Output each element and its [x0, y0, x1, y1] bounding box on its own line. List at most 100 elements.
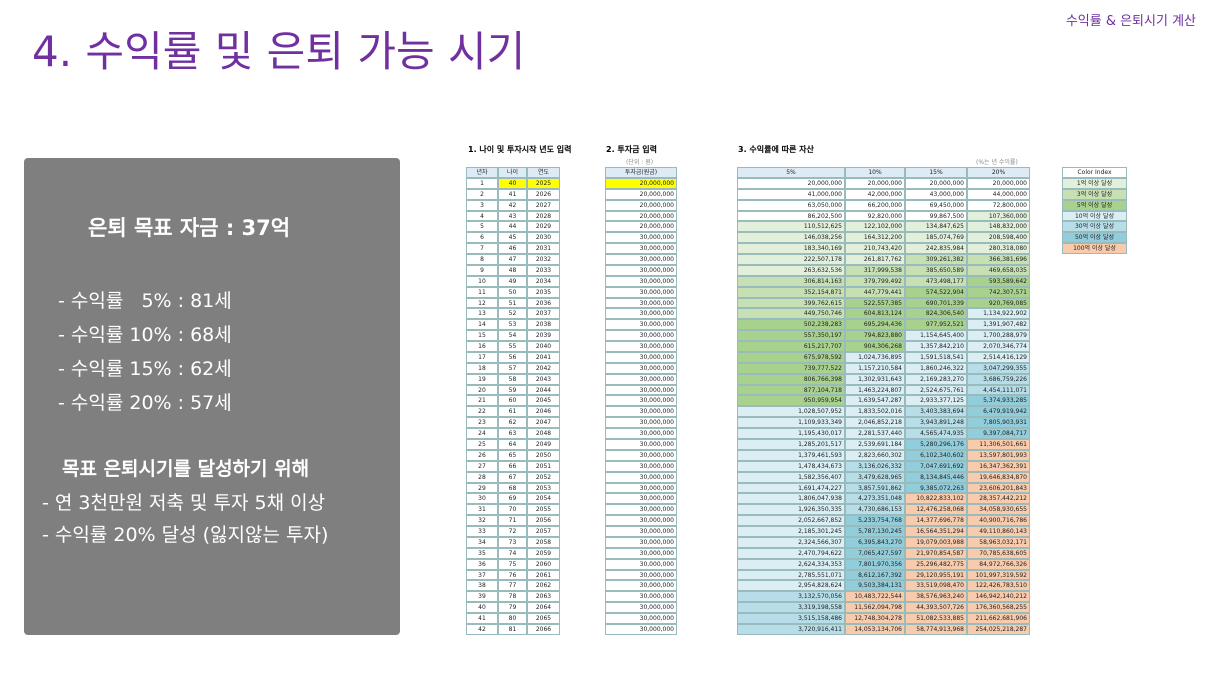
table-cell: 78 [498, 591, 527, 603]
table-cell: 1,028,507,952 [737, 406, 845, 418]
table-cell: 164,312,200 [845, 232, 905, 244]
table-cell: 385,650,589 [905, 264, 967, 276]
table-cell: 63 [498, 428, 527, 439]
table-cell: 13,597,801,993 [967, 449, 1030, 461]
table-cell: 2032 [527, 254, 560, 265]
table-cell: 31 [466, 504, 498, 516]
table-cell: 11 [466, 286, 498, 298]
table-cell: 15 [466, 330, 498, 342]
table-cell: 2055 [527, 504, 560, 516]
table-cell: 2,046,852,218 [845, 417, 905, 429]
legend-item: 100억 이상 달성 [1062, 243, 1127, 255]
table-cell: 3,479,628,965 [845, 471, 905, 483]
table-cell: 20,000,000 [605, 199, 677, 211]
table-cell: 71 [498, 515, 527, 527]
table-cell: 3,943,891,248 [905, 417, 967, 429]
goal: 은퇴 목표 자금 : 37억 [88, 216, 291, 240]
table-cell: 1,157,210,584 [845, 362, 905, 374]
table-cell: 44,000,000 [967, 188, 1030, 200]
table-cell: 35 [466, 547, 498, 559]
table-cell: 557,350,197 [737, 330, 845, 342]
table-cell: 30,000,000 [605, 243, 677, 255]
table-cell: 3,686,759,226 [967, 373, 1030, 385]
table-cell: 5,787,130,245 [845, 526, 905, 537]
table-cell: 399,762,615 [737, 297, 845, 309]
table-cell: 146,038,256 [737, 232, 845, 244]
table-cell: 2028 [527, 210, 560, 222]
table-cell: 8,134,845,446 [905, 471, 967, 483]
table-cell: 92,820,000 [845, 210, 905, 222]
table-cell: 30,000,000 [605, 536, 677, 548]
table-cell: 20,000,000 [605, 188, 677, 200]
column-header: 20% [967, 167, 1030, 178]
table-cell: 2029 [527, 221, 560, 233]
table-cell: 242,835,984 [905, 243, 967, 255]
table-cell: 38,576,963,240 [905, 591, 967, 603]
table-cell: 11,306,501,661 [967, 439, 1030, 450]
table-cell: 34,058,930,655 [967, 504, 1030, 516]
table-cell: 37 [466, 569, 498, 581]
table-cell: 21 [466, 395, 498, 407]
table-cell: 12,748,304,278 [845, 613, 905, 624]
column-header: 년차 [466, 167, 498, 178]
table-cell: 42 [498, 199, 527, 211]
table-cell: 56 [498, 351, 527, 363]
table-cell: 80 [498, 613, 527, 624]
table-cell: 309,261,382 [905, 254, 967, 265]
table-cell: 84,972,766,326 [967, 558, 1030, 570]
legend-item: 3억 이상 달성 [1062, 188, 1127, 200]
table-cell: 40,900,716,786 [967, 515, 1030, 527]
table-cell: 64 [498, 439, 527, 450]
table-cell: 20 [466, 384, 498, 396]
column-header: 10% [845, 167, 905, 178]
table-cell: 30,000,000 [605, 395, 677, 407]
table-cell: 16,347,362,391 [967, 460, 1030, 472]
table-cell: 2031 [527, 243, 560, 255]
table-cell: 1,926,350,335 [737, 504, 845, 516]
table-cell: 58,774,913,968 [905, 623, 967, 635]
table-cell: 2,823,660,302 [845, 449, 905, 461]
table-cell: 40 [466, 602, 498, 614]
table-cell: 30,000,000 [605, 341, 677, 352]
table-cell: 4,454,111,071 [967, 384, 1030, 396]
table-cell: 30,000,000 [605, 373, 677, 385]
table-cell: 10 [466, 275, 498, 287]
table-cell: 12 [466, 297, 498, 309]
table-cell: 2,624,334,353 [737, 558, 845, 570]
table-cell: 23 [466, 417, 498, 429]
table-cell: 24 [466, 428, 498, 439]
column-header: 5% [737, 167, 845, 178]
table-cell: 66 [498, 460, 527, 472]
table-cell: 30,000,000 [605, 286, 677, 298]
table-cell: 32 [466, 515, 498, 527]
table-cell: 21,970,854,587 [905, 547, 967, 559]
table-cell: 30,000,000 [605, 297, 677, 309]
table-cell: 379,799,492 [845, 275, 905, 287]
table-cell: 30,000,000 [605, 547, 677, 559]
table-cell: 1,691,474,227 [737, 482, 845, 494]
plan: - 연 3천만원 저축 및 투자 5채 이상 [42, 492, 326, 514]
table-cell: 62 [498, 417, 527, 429]
table-cell: 9,503,384,131 [845, 580, 905, 592]
table-cell: 14,053,134,706 [845, 623, 905, 635]
table-cell: 2060 [527, 558, 560, 570]
table-cell: 30,000,000 [605, 623, 677, 635]
table-cell: 739,777,522 [737, 362, 845, 374]
table-cell: 30,000,000 [605, 275, 677, 287]
table-cell: 25,296,482,775 [905, 558, 967, 570]
table-cell: 2,514,416,129 [967, 351, 1030, 363]
table-cell: 2,954,828,624 [737, 580, 845, 592]
table-cell: 3,857,591,862 [845, 482, 905, 494]
table-cell: 2065 [527, 613, 560, 624]
table-cell: 75 [498, 558, 527, 570]
slide-title: 4. 수익률 및 은퇴 가능 시기 [32, 27, 526, 76]
table-cell: 20,000,000 [737, 177, 845, 189]
table-cell: 5,280,296,176 [905, 439, 967, 450]
table-cell: 2039 [527, 330, 560, 342]
table-cell: 615,217,707 [737, 341, 845, 352]
table-cell: 58,963,032,171 [967, 536, 1030, 548]
table-cell: 14 [466, 319, 498, 331]
table-cell: 30,000,000 [605, 602, 677, 614]
table-cell: 38 [466, 580, 498, 592]
table-cell: 1,806,047,938 [737, 493, 845, 505]
